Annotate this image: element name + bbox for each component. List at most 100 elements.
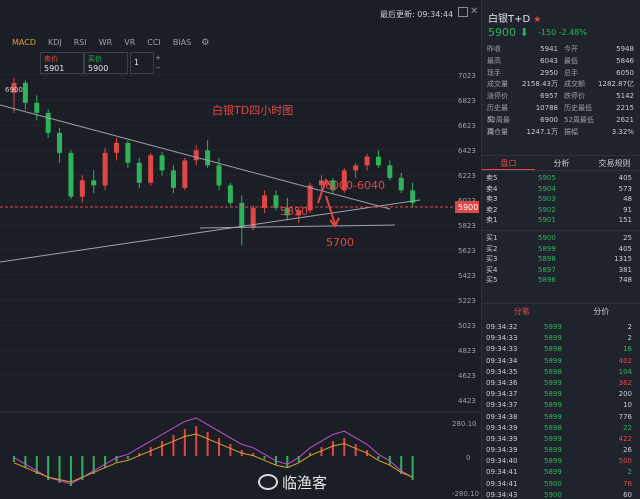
tab-vr[interactable]: VR [124, 38, 136, 47]
tab-macd[interactable]: MACD [12, 38, 36, 47]
candle-body [353, 165, 359, 171]
stat-label: 昨收 [487, 45, 501, 53]
tick-row: 09:34:32 5899 2 [482, 322, 640, 333]
price-chart[interactable]: 白银TD四小时图 6000-6040 5850 5700 6900 7023 68… [0, 0, 480, 499]
order-book-row[interactable]: 买2 5899 405 [482, 244, 640, 255]
annotation-target: 5700 [326, 236, 354, 249]
star-icon[interactable]: ★ [533, 15, 542, 25]
tick-row: 09:34:33 5899 2 [482, 333, 640, 344]
buy-price-button[interactable]: 买价 5900 [84, 52, 128, 74]
order-book-row[interactable]: 买1 5900 25 [482, 233, 640, 244]
order-book-row[interactable]: 买5 5896 748 [482, 275, 640, 286]
level-price: 5901 [538, 216, 556, 225]
order-book-row[interactable]: 买3 5898 1315 [482, 254, 640, 265]
minus-button[interactable]: − [155, 64, 161, 72]
stat-label: 成交额 [564, 80, 585, 89]
tick-time: 09:34:37 [486, 390, 518, 399]
price-change: -150 -2.48% [538, 28, 587, 37]
level-price: 5900 [538, 233, 556, 242]
tick-list[interactable]: 09:34:32 5899 2 09:34:33 5899 2 09:34:33 5898 16… [482, 322, 640, 499]
level-price: 5903 [538, 195, 556, 204]
y-tick-label: 6823 [458, 97, 476, 105]
last-price: 5900 ⬇ [488, 26, 529, 39]
plus-button[interactable]: + [155, 54, 161, 62]
stat-value: 6957 [540, 92, 558, 101]
order-book-row[interactable]: 买4 5897 381 [482, 265, 640, 276]
chart-panel: 最后更新: 09:34:44 ✕ MACD KDJ RSI WR VR CCI … [0, 0, 480, 499]
stat-value: 6050 [616, 68, 634, 77]
quote-tabs: 盘口 分析 交易规则 [482, 155, 640, 171]
arrow-down-icon [325, 195, 336, 225]
close-icon[interactable]: ✕ [470, 6, 479, 17]
tick-volume: 10 [623, 401, 632, 410]
stat-label: 最低 [564, 56, 578, 65]
level-price: 5904 [538, 184, 556, 193]
gear-icon[interactable]: ⚙ [201, 38, 210, 48]
watermark: 临渔客 [282, 474, 328, 492]
tick-time: 09:34:35 [486, 367, 518, 376]
tick-price: 5899 [544, 323, 562, 331]
stat-value: 5846 [616, 56, 634, 65]
order-box: 卖价 5901 买价 5900 1 + − [40, 52, 161, 74]
candle-body [410, 190, 416, 203]
tick-row: 09:34:38 5899 776 [482, 412, 640, 423]
stat-value: 1282.87亿 [598, 80, 634, 89]
stat-label: 历史最高 [487, 103, 508, 124]
tick-time: 09:34:41 [486, 479, 518, 488]
quantity-stepper[interactable]: 1 + − [130, 52, 161, 74]
order-book-row[interactable]: 卖1 5901 151 [482, 215, 640, 226]
tab-rsi[interactable]: RSI [73, 38, 87, 47]
sell-price-button[interactable]: 卖价 5901 [40, 52, 84, 74]
stat-row: 现手 2950 总手 6050 [482, 68, 640, 80]
annotation-mid: 5850 [280, 205, 308, 218]
stepper-buttons[interactable]: + − [153, 53, 163, 73]
tab-kdj[interactable]: KDJ [47, 38, 62, 47]
tab-ticks[interactable]: 分笔 [513, 307, 530, 316]
candle-body [136, 162, 142, 183]
tab-price-volume[interactable]: 分价 [593, 307, 610, 316]
candle-body [375, 156, 381, 166]
candle-body [57, 132, 63, 153]
tick-volume: 422 [618, 434, 632, 443]
candle-body [398, 177, 404, 191]
stat-label: 52周最低 [564, 115, 594, 124]
tick-volume: 22 [623, 423, 632, 432]
tick-volume: 200 [618, 390, 632, 399]
arrow-up-icon [317, 177, 335, 204]
level-label: 卖2 [486, 205, 498, 214]
annotation-title: 白银TD四小时图 [212, 103, 293, 117]
tick-time: 09:34:34 [486, 356, 518, 365]
level-label: 买5 [486, 276, 498, 285]
order-book-row[interactable]: 卖2 5902 91 [482, 205, 640, 216]
window-icon[interactable] [458, 7, 468, 17]
candle-body [91, 180, 97, 186]
tab-cci[interactable]: CCI [147, 38, 161, 47]
stat-value: 2158.43万 [522, 80, 558, 89]
order-book-row[interactable]: 卖5 5905 405 [482, 173, 640, 184]
candle-body [364, 156, 370, 166]
tick-price: 5899 [544, 412, 562, 421]
candle-body [22, 82, 28, 103]
order-book-row[interactable]: 卖4 5904 573 [482, 184, 640, 195]
book-divider [482, 226, 640, 231]
tab-trading-rules[interactable]: 交易规则 [598, 159, 631, 168]
y-axis: 7023682366236423622360235823562354235223… [458, 72, 476, 405]
level-price: 5898 [538, 255, 556, 264]
tab-wr[interactable]: WR [98, 38, 113, 47]
y-tick-label: 5823 [458, 222, 476, 230]
level-price: 5897 [538, 265, 556, 274]
tick-row: 09:34:40 5899 500 [482, 456, 640, 467]
tick-row: 09:34:43 5900 60 [482, 490, 640, 499]
tab-bias[interactable]: BIAS [172, 38, 192, 47]
tab-order-book[interactable]: 盘口 [482, 156, 535, 170]
tick-price: 5900 [544, 479, 562, 488]
level-label: 卖3 [486, 195, 498, 204]
tick-time: 09:34:43 [486, 490, 518, 499]
macd-dea-line [13, 433, 413, 483]
tick-volume: 2 [627, 323, 632, 331]
tab-analysis[interactable]: 分析 [553, 159, 570, 168]
order-book-row[interactable]: 卖3 5903 48 [482, 194, 640, 205]
candle-body [227, 185, 233, 203]
tick-row: 09:34:35 5898 104 [482, 367, 640, 378]
tick-price: 5899 [544, 401, 562, 410]
